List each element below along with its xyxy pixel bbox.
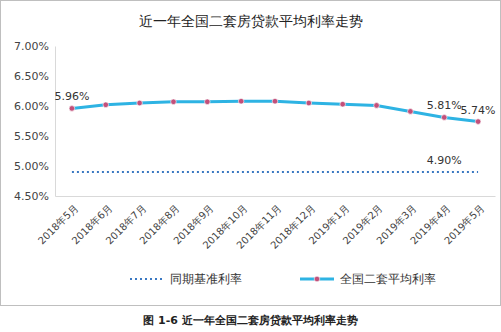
series-marker: [306, 100, 312, 106]
caption: 图 1-6 近一年全国二套房贷款平均利率走势: [143, 314, 358, 327]
x-axis: 2018年5月2018年6月2018年7月2018年8月2018年9月2018年…: [36, 196, 496, 251]
data-label: 5.74%: [461, 104, 496, 117]
x-axis-line: [56, 196, 496, 197]
y-tick-label: 6.50%: [14, 70, 49, 83]
x-tick-label: 2019年5月: [442, 202, 486, 246]
data-label: 5.96%: [54, 90, 89, 103]
series-marker: [475, 119, 481, 125]
y-tick-label: 5.00%: [14, 160, 49, 173]
plot-area: [69, 98, 481, 172]
y-tick-label: 7.00%: [14, 40, 49, 53]
legend-marker: [314, 276, 320, 282]
series-marker: [69, 106, 75, 112]
series-marker: [238, 98, 244, 104]
chart: 近一年全国二套房贷款平均利率走势图 1-6 近一年全国二套房贷款平均利率走势 4.…: [0, 0, 501, 332]
series-marker: [340, 101, 346, 107]
legend-label: 同期基准利率: [170, 272, 242, 286]
y-tick-label: 4.50%: [14, 190, 49, 203]
series-marker: [137, 100, 143, 106]
x-tick-label: 2018年12月: [268, 202, 317, 251]
y-tick: 5.00%: [14, 160, 55, 173]
series-marker: [103, 102, 109, 108]
legend-item: 全国二套平均利率: [300, 272, 436, 286]
series-line: [72, 171, 478, 173]
y-tick-label: 5.50%: [14, 130, 49, 143]
y-tick: 5.50%: [14, 130, 55, 143]
y-tick-label: 6.00%: [14, 100, 49, 113]
y-tick: 6.50%: [14, 70, 55, 83]
legend-swatch: [130, 278, 164, 280]
y-axis: 4.50% 5.00% 5.50% 6.00% 6.50% 7.00%: [14, 40, 55, 203]
series-marker: [441, 115, 447, 121]
series-marker: [408, 109, 414, 115]
y-tick: 6.00%: [14, 100, 55, 113]
data-label: 5.81%: [427, 99, 462, 112]
title: 近一年全国二套房贷款平均利率走势: [139, 13, 363, 29]
series-marker: [205, 99, 211, 105]
y-tick: 7.00%: [14, 40, 55, 53]
legend-label: 全国二套平均利率: [340, 272, 436, 286]
series-marker: [374, 103, 380, 109]
y-tick: 4.50%: [14, 190, 55, 203]
chart-frame: [1, 1, 501, 306]
legend: 同期基准利率 全国二套平均利率: [130, 272, 436, 286]
x-tick: 2019年5月: [442, 196, 486, 247]
legend-item: 同期基准利率: [130, 272, 242, 286]
data-labels: 4.90% 5.96% 5.81%5.74%: [54, 90, 495, 167]
series-marker: [272, 98, 278, 104]
data-label: 4.90%: [427, 154, 462, 167]
y-axis-line: [55, 47, 56, 197]
series-marker: [171, 99, 177, 105]
